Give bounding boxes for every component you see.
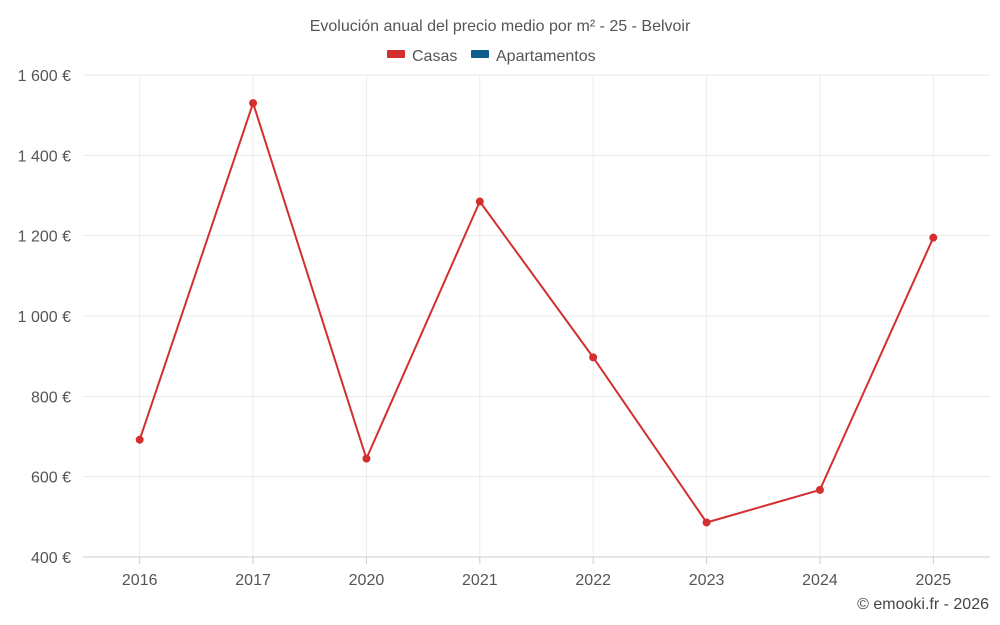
x-axis: 2016 2017 2020 2021 2022 2023 2024 2025 <box>83 556 990 589</box>
y-axis: 400 € 600 € 800 € 1 000 € 1 200 € 1 400 € 1 60… <box>18 68 71 567</box>
legend-label-casas: Casas <box>412 48 457 65</box>
legend-item-casas[interactable]: Casas <box>387 48 457 65</box>
y-tick-label: 600 € <box>31 470 71 487</box>
x-tick-label: 2024 <box>802 572 838 589</box>
legend: Casas Apartamentos <box>387 48 596 65</box>
series-line-casas <box>138 102 935 524</box>
x-tick-label: 2025 <box>916 572 952 589</box>
chart-title: Evolución anual del precio medio por m² … <box>310 18 691 35</box>
y-tick-label: 800 € <box>31 389 71 406</box>
data-point-casas <box>475 197 484 206</box>
data-point-casas <box>929 233 938 242</box>
x-tick-label: 2017 <box>235 572 271 589</box>
data-point-casas <box>815 485 824 494</box>
series-casas <box>135 99 938 527</box>
data-point-casas <box>362 454 371 463</box>
data-point-casas <box>589 353 598 362</box>
data-point-casas <box>135 435 144 444</box>
grid <box>83 74 990 557</box>
legend-item-apartamentos[interactable]: Apartamentos <box>471 48 596 65</box>
x-tick-label: 2016 <box>122 572 158 589</box>
x-tick-label: 2020 <box>349 572 385 589</box>
legend-swatch-casas <box>387 50 405 58</box>
y-tick-label: 400 € <box>31 550 71 567</box>
y-tick-label: 1 400 € <box>18 148 71 165</box>
x-tick-label: 2022 <box>575 572 611 589</box>
data-point-casas <box>249 99 258 108</box>
legend-label-apartamentos: Apartamentos <box>496 48 596 65</box>
x-tick-label: 2021 <box>462 572 498 589</box>
legend-swatch-apartamentos <box>471 50 489 58</box>
credit-text: © emooki.fr - 2026 <box>857 596 989 613</box>
y-tick-label: 1 200 € <box>18 229 71 246</box>
y-tick-label: 1 600 € <box>18 68 71 85</box>
y-tick-label: 1 000 € <box>18 309 71 326</box>
x-tick-label: 2023 <box>689 572 725 589</box>
data-point-casas <box>702 518 711 527</box>
